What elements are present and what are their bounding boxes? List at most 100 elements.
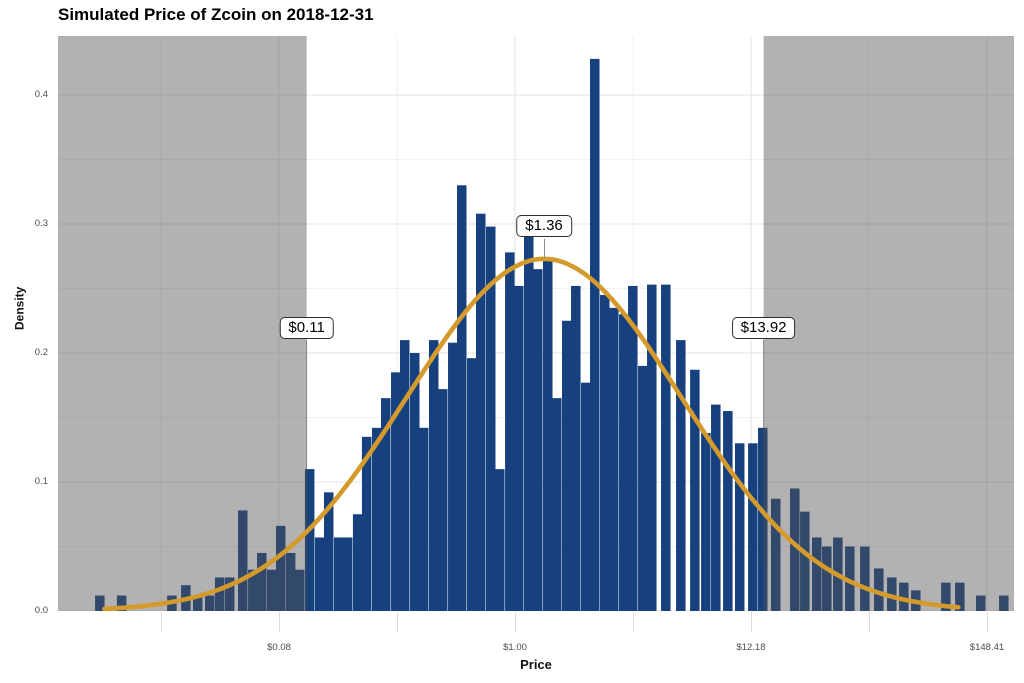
histogram-bar: [628, 285, 638, 611]
histogram-bar: [371, 427, 382, 611]
histogram-bar: [399, 340, 410, 611]
y-tick-label: 0.4: [34, 89, 48, 100]
histogram-bar: [314, 537, 325, 611]
x-tick-mark: [750, 612, 752, 632]
histogram-bar: [333, 537, 344, 611]
histogram-bar: [514, 285, 524, 611]
chart-title: Simulated Price of Zcoin on 2018-12-31: [58, 5, 374, 24]
histogram-bar: [448, 342, 458, 611]
histogram-bar: [999, 595, 1009, 611]
histogram-bar: [266, 569, 277, 611]
x-tick-mark: [279, 612, 281, 632]
x-tick-mark: [986, 612, 988, 632]
y-axis-title: Density: [12, 286, 27, 330]
histogram-bar: [204, 595, 215, 611]
histogram-bar: [361, 436, 372, 611]
x-axis-title: Price: [520, 657, 552, 672]
x-tick-label: $0.08: [267, 642, 291, 653]
histogram-bar: [561, 320, 572, 611]
y-tick-label: 0.0: [34, 605, 48, 616]
histogram-bar: [975, 595, 986, 611]
histogram-bar: [941, 582, 951, 611]
histogram-bar: [485, 226, 496, 611]
histogram-bar: [410, 353, 420, 611]
histogram-bar: [543, 260, 553, 611]
x-tick-mark: [868, 612, 870, 632]
x-tick-label: $12.18: [736, 642, 766, 653]
density-curve: [102, 256, 961, 611]
histogram-bar: [860, 546, 870, 611]
histogram-bar: [590, 58, 600, 611]
histogram-bar: [294, 569, 305, 611]
histogram-bar: [380, 398, 391, 611]
histogram-bar: [428, 340, 439, 611]
histogram-bar: [323, 492, 334, 611]
histogram-bar: [690, 369, 700, 611]
histogram-bar: [571, 285, 581, 611]
mean-pointer-line: [544, 239, 546, 258]
histogram-bar: [524, 224, 534, 611]
histogram-bar: [248, 569, 258, 611]
histogram-bar: [770, 498, 781, 611]
price-annotation-label: $13.92: [731, 317, 796, 339]
histogram-bar: [711, 404, 721, 611]
histogram-bar: [800, 511, 810, 611]
histogram-bar: [822, 546, 832, 611]
histogram-bar: [342, 537, 353, 611]
histogram-bar: [647, 284, 657, 611]
histogram-bar: [734, 443, 745, 611]
plot-panel: [58, 36, 1014, 611]
histogram-bar: [467, 358, 477, 611]
histogram-bar: [790, 488, 800, 611]
histogram-bar: [600, 294, 610, 611]
left-tail-shaded-region: [58, 36, 307, 611]
histogram-bar: [887, 577, 897, 611]
y-tick-label: 0.2: [34, 347, 48, 358]
right-tail-shaded-region: [763, 36, 1014, 611]
histogram-bar: [391, 372, 401, 611]
histogram-bar: [237, 510, 248, 611]
histogram-bar: [352, 514, 363, 611]
histogram-bar: [845, 546, 855, 611]
histogram-bar: [701, 432, 711, 611]
histogram-bar: [214, 577, 225, 611]
histogram-bar: [676, 340, 686, 611]
x-tick-mark: [632, 612, 634, 632]
histogram-bar: [505, 252, 515, 611]
plot-area: [58, 36, 1014, 611]
histogram-bar: [192, 595, 203, 611]
x-tick-mark: [160, 612, 162, 632]
histogram-bar: [812, 537, 822, 611]
x-tick-label: $1.00: [503, 642, 527, 653]
histogram-bar: [304, 469, 315, 611]
price-annotation-label: $1.36: [516, 215, 572, 237]
x-tick-label: $148.41: [969, 642, 1005, 653]
histogram-bar: [285, 552, 296, 611]
histogram-bar: [475, 213, 486, 611]
x-tick-mark: [396, 612, 398, 632]
histogram-bar: [581, 382, 591, 611]
histogram-bar: [661, 284, 671, 611]
histogram-bar: [552, 398, 562, 611]
histogram-bar: [438, 389, 448, 611]
histogram-bar: [224, 577, 235, 611]
x-tick-mark: [515, 612, 516, 632]
histogram-bar: [457, 185, 467, 611]
y-tick-label: 0.3: [34, 218, 48, 229]
histogram-bar: [418, 427, 429, 611]
histogram-bar: [257, 552, 267, 611]
histogram-bar: [275, 525, 286, 611]
histogram-bar: [95, 595, 105, 611]
histogram-bar: [955, 582, 965, 611]
histogram-bar: [533, 269, 543, 611]
histogram-bar: [723, 411, 733, 611]
histogram-bar: [899, 582, 909, 611]
y-tick-label: 0.1: [34, 476, 48, 487]
histogram-bar: [758, 427, 768, 611]
histogram-bar: [638, 365, 648, 611]
histogram-bar: [748, 443, 758, 611]
histogram-bar: [495, 469, 505, 611]
histogram-bar: [116, 595, 127, 611]
price-annotation-label: $0.11: [279, 317, 334, 339]
